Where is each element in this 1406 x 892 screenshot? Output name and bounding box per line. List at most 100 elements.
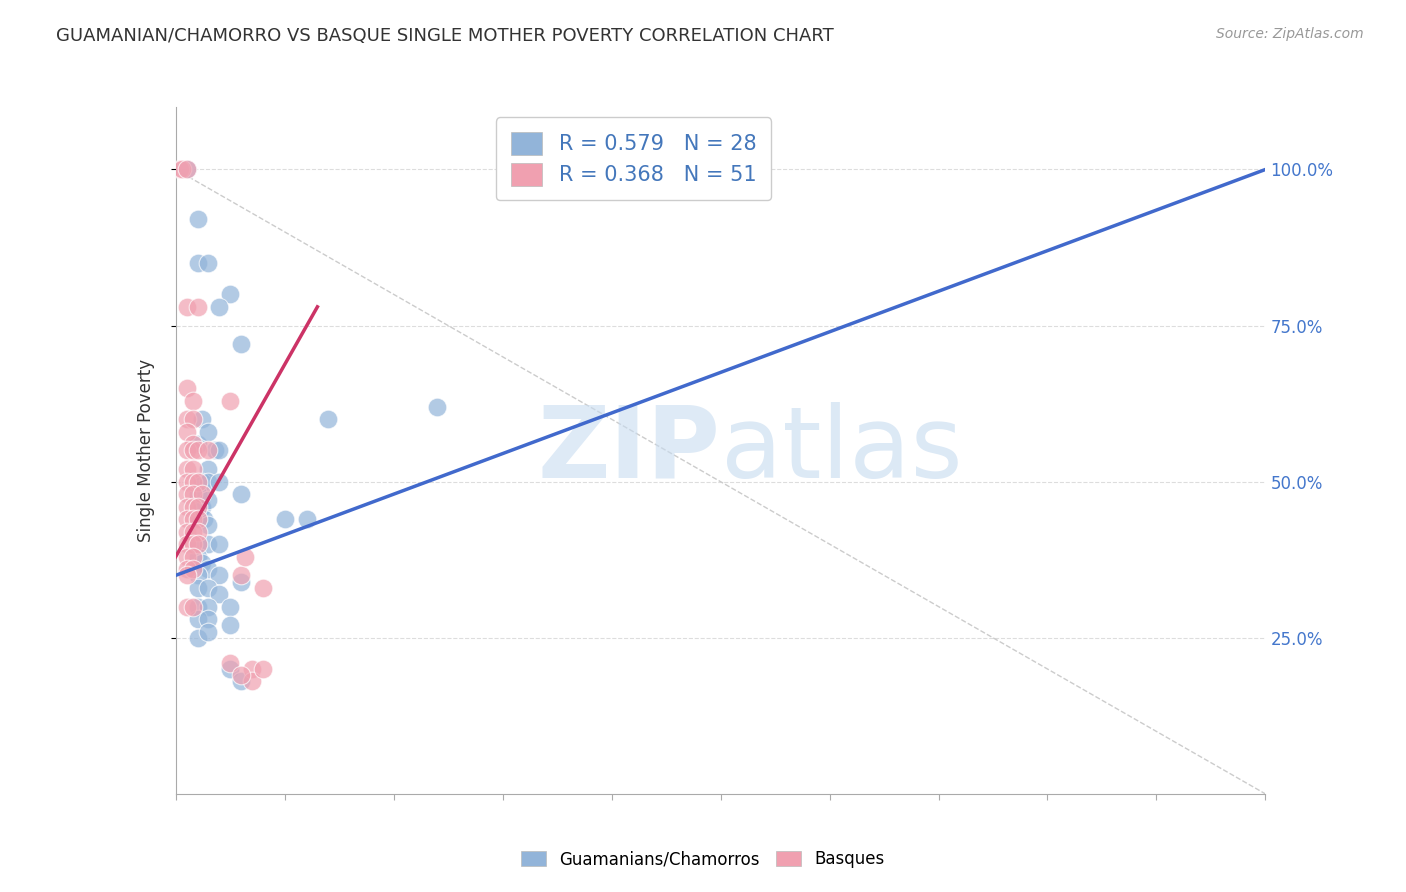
Point [219, 656, 242, 670]
Point [231, 487, 253, 501]
Point [186, 581, 209, 595]
Point [197, 256, 219, 270]
Point [176, 599, 198, 614]
Point [231, 337, 253, 351]
Point [181, 599, 204, 614]
Point [181, 475, 204, 489]
Point [231, 674, 253, 689]
Point [197, 581, 219, 595]
Point [197, 475, 219, 489]
Text: GUAMANIAN/CHAMORRO VS BASQUE SINGLE MOTHER POVERTY CORRELATION CHART: GUAMANIAN/CHAMORRO VS BASQUE SINGLE MOTH… [56, 27, 834, 45]
Point [186, 487, 209, 501]
Point [208, 475, 231, 489]
Point [186, 537, 209, 551]
Point [240, 674, 263, 689]
Point [197, 624, 219, 639]
Point [219, 287, 242, 301]
Point [186, 212, 209, 227]
Point [231, 668, 253, 682]
Y-axis label: Single Mother Poverty: Single Mother Poverty [136, 359, 155, 542]
Point [191, 412, 214, 426]
Point [197, 462, 219, 476]
Text: atlas: atlas [721, 402, 962, 499]
Point [176, 425, 198, 439]
Point [181, 487, 204, 501]
Point [181, 549, 204, 564]
Point [176, 412, 198, 426]
Point [176, 562, 198, 576]
Point [197, 562, 219, 576]
Point [181, 437, 204, 451]
Point [208, 568, 231, 582]
Point [295, 512, 318, 526]
Point [219, 618, 242, 632]
Point [186, 631, 209, 645]
Point [181, 524, 204, 539]
Point [252, 662, 274, 676]
Legend: R = 0.579   N = 28, R = 0.368   N = 51: R = 0.579 N = 28, R = 0.368 N = 51 [496, 118, 770, 201]
Point [186, 524, 209, 539]
Point [186, 549, 209, 564]
Point [204, 443, 226, 458]
Point [176, 162, 198, 177]
Point [176, 300, 198, 314]
Point [181, 462, 204, 476]
Point [181, 562, 204, 576]
Point [426, 400, 449, 414]
Point [176, 475, 198, 489]
Point [231, 568, 253, 582]
Point [318, 412, 340, 426]
Point [197, 425, 219, 439]
Point [176, 443, 198, 458]
Point [252, 581, 274, 595]
Point [186, 512, 209, 526]
Point [172, 162, 194, 177]
Point [186, 599, 209, 614]
Point [197, 493, 219, 508]
Point [186, 612, 209, 626]
Point [197, 612, 219, 626]
Point [176, 512, 198, 526]
Point [197, 537, 219, 551]
Point [186, 475, 209, 489]
Point [186, 437, 209, 451]
Point [186, 443, 209, 458]
Text: ZIP: ZIP [537, 402, 721, 499]
Point [186, 568, 209, 582]
Point [176, 462, 198, 476]
Text: Source: ZipAtlas.com: Source: ZipAtlas.com [1216, 27, 1364, 41]
Point [208, 300, 231, 314]
Point [186, 500, 209, 514]
Point [219, 393, 242, 408]
Point [219, 662, 242, 676]
Point [191, 475, 214, 489]
Point [191, 487, 214, 501]
Point [219, 599, 242, 614]
Point [176, 568, 198, 582]
Point [181, 512, 204, 526]
Point [231, 574, 253, 589]
Point [191, 556, 214, 570]
Point [186, 512, 209, 526]
Point [181, 412, 204, 426]
Legend: Guamanians/Chamorros, Basques: Guamanians/Chamorros, Basques [515, 844, 891, 875]
Point [181, 393, 204, 408]
Point [186, 256, 209, 270]
Point [208, 587, 231, 601]
Point [176, 381, 198, 395]
Point [169, 162, 191, 177]
Point [176, 524, 198, 539]
Point [176, 549, 198, 564]
Point [208, 443, 231, 458]
Point [235, 549, 257, 564]
Point [240, 662, 263, 676]
Point [197, 443, 219, 458]
Point [186, 300, 209, 314]
Point [191, 500, 214, 514]
Point [181, 500, 204, 514]
Point [186, 537, 209, 551]
Point [208, 537, 231, 551]
Point [197, 599, 219, 614]
Point [181, 443, 204, 458]
Point [181, 537, 204, 551]
